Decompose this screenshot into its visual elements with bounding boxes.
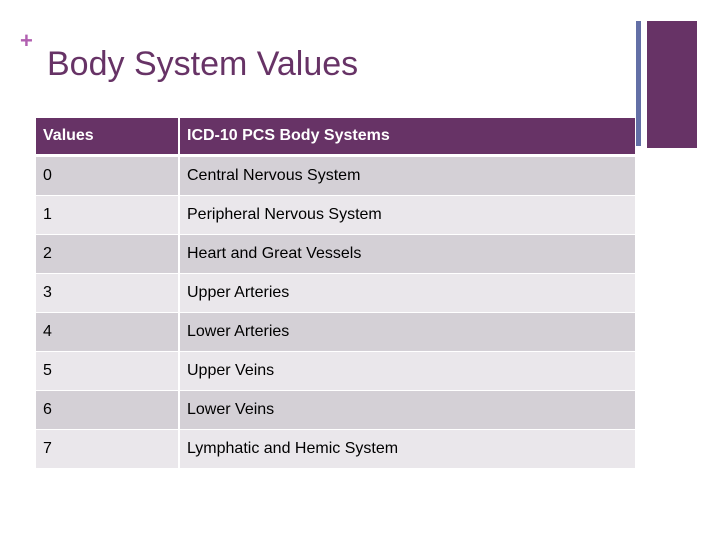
table-header-row: Values ICD-10 PCS Body Systems <box>36 118 635 157</box>
value-cell: 1 <box>43 206 52 223</box>
body-system-cell: Lower Veins <box>178 390 635 430</box>
table-row: 2 Heart and Great Vessels <box>36 234 635 274</box>
value-cell: 4 <box>43 323 52 340</box>
body-system-cell: Central Nervous System <box>178 155 635 196</box>
body-system-cell: Upper Arteries <box>178 273 635 313</box>
header-body-systems: ICD-10 PCS Body Systems <box>178 118 635 157</box>
body-systems-table-container: Values ICD-10 PCS Body Systems 0 Central… <box>36 118 635 468</box>
plus-icon: + <box>20 28 33 53</box>
body-system-cell: Upper Veins <box>178 351 635 391</box>
body-system-cell: Lymphatic and Hemic System <box>178 429 635 468</box>
table-row: 7 Lymphatic and Hemic System <box>36 429 635 468</box>
table-row: 4 Lower Arteries <box>36 312 635 352</box>
value-cell: 6 <box>43 401 52 418</box>
table-row: 1 Peripheral Nervous System <box>36 195 635 235</box>
decorative-stripe-thin <box>636 21 641 146</box>
table-row: 5 Upper Veins <box>36 351 635 391</box>
slide-title: Body System Values <box>47 45 359 83</box>
body-system-cell: Peripheral Nervous System <box>178 195 635 235</box>
value-cell: 2 <box>43 245 52 262</box>
body-system-cell: Heart and Great Vessels <box>178 234 635 274</box>
body-systems-table: Values ICD-10 PCS Body Systems 0 Central… <box>36 118 635 468</box>
value-cell: 7 <box>43 440 52 457</box>
table-row: 3 Upper Arteries <box>36 273 635 313</box>
value-cell: 3 <box>43 284 52 301</box>
table-row: 6 Lower Veins <box>36 390 635 430</box>
decorative-stripe-block <box>647 21 697 148</box>
body-system-cell: Lower Arteries <box>178 312 635 352</box>
table-row: 0 Central Nervous System <box>36 155 635 196</box>
value-cell: 0 <box>43 167 52 184</box>
header-values: Values <box>36 118 179 157</box>
value-cell: 5 <box>43 362 52 379</box>
